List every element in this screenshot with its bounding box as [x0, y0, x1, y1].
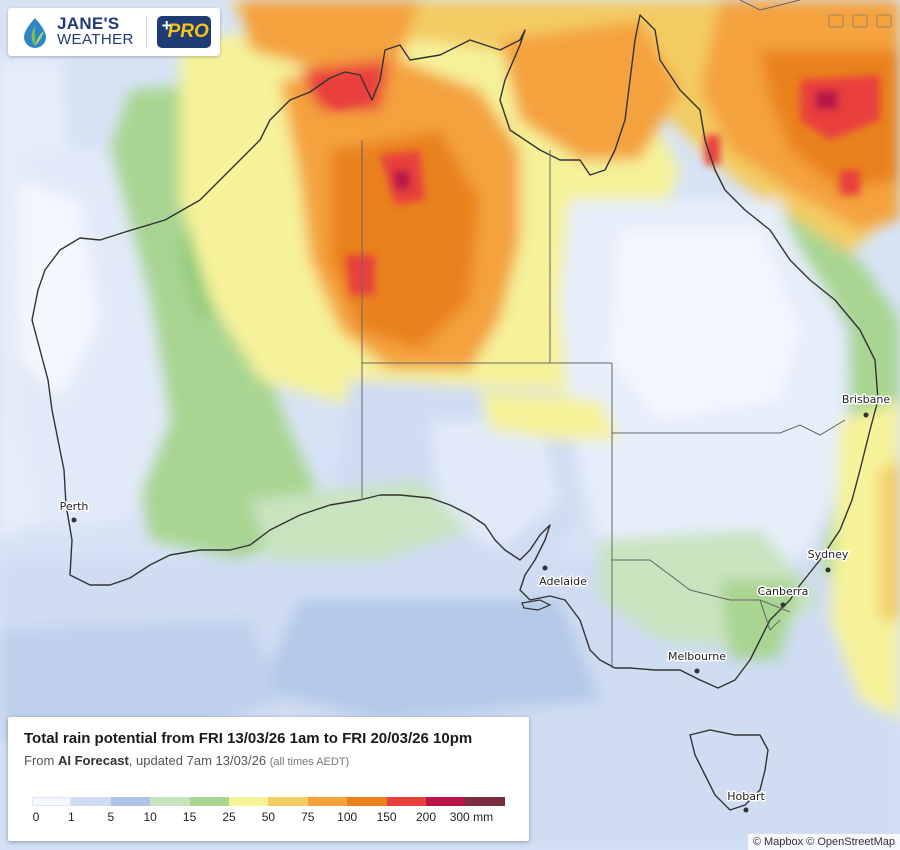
legend-title: Total rain potential from FRI 13/03/26 1…	[24, 730, 473, 747]
rainfall-hotspots	[315, 75, 880, 295]
map-controls	[828, 14, 892, 28]
city-hobart[interactable]: Hobart	[726, 789, 767, 813]
leaf-drop-icon	[24, 18, 46, 48]
city-brisbane[interactable]: Brisbane	[840, 392, 892, 418]
city-label: Brisbane	[842, 393, 891, 406]
coastline	[31, 14, 879, 689]
scale-swatch	[425, 797, 466, 806]
scale-label: 0	[32, 810, 40, 824]
city-label: Melbourne	[668, 650, 726, 663]
logo-line-2: WEATHER	[57, 31, 134, 48]
scale-swatch	[150, 797, 190, 806]
scale-label: 5	[107, 810, 115, 824]
plus-icon: +	[161, 16, 172, 35]
city-canberra[interactable]: Canberra	[756, 584, 810, 608]
janes-weather-logo[interactable]: JANE'S WEATHER + PRO	[8, 8, 220, 56]
share-icon[interactable]	[876, 14, 892, 28]
scale-swatch	[386, 797, 426, 806]
scale-label: 200	[415, 810, 437, 824]
scale-swatch	[32, 797, 72, 806]
scale-label: 25	[222, 810, 236, 824]
scale-label: 15	[182, 810, 197, 824]
scale-swatch	[307, 797, 348, 806]
city-melbourne[interactable]: Melbourne	[666, 649, 728, 674]
scale-swatch	[347, 797, 387, 806]
legend-panel: Total rain potential from FRI 13/03/26 1…	[8, 717, 529, 841]
city-label: Canberra	[758, 585, 809, 598]
city-adelaide[interactable]: Adelaide	[538, 565, 589, 590]
scale-label: 150	[376, 810, 397, 824]
subtitle-source: AI Forecast	[57, 753, 129, 768]
logo-line-1: JANE'S	[57, 14, 120, 33]
scale-label: 1	[68, 810, 75, 824]
layers-icon[interactable]	[828, 14, 844, 28]
subtitle-note: (all times AEDT)	[269, 756, 350, 768]
scale-swatch	[110, 797, 151, 806]
scale-swatch	[71, 797, 111, 806]
map-attribution[interactable]: © Mapbox © OpenStreetMap	[747, 834, 900, 850]
state-borders	[361, 140, 846, 668]
city-label: Hobart	[727, 790, 765, 803]
city-sydney[interactable]: Sydney	[806, 547, 850, 573]
legend-subtitle: From AI Forecast, updated 7am 13/03/26 (…	[24, 753, 349, 768]
pro-label: PRO	[167, 21, 209, 42]
scale-label: 300 mm	[449, 810, 494, 824]
scale-label: 10	[143, 810, 157, 824]
subtitle-updated: , updated 7am 13/03/26	[128, 753, 267, 768]
scale-swatch	[228, 797, 269, 806]
pro-badge[interactable]: + PRO	[156, 16, 211, 48]
color-scale	[32, 797, 505, 806]
camera-icon[interactable]	[852, 14, 868, 28]
tasmania-coastline	[689, 729, 769, 811]
subtitle-prefix: From	[24, 753, 55, 768]
city-label: Perth	[60, 500, 89, 513]
scale-swatch	[465, 797, 505, 806]
logo-divider	[145, 16, 147, 48]
city-label: Sydney	[808, 548, 849, 561]
scale-swatch	[189, 797, 229, 806]
city-label: Adelaide	[539, 575, 587, 588]
city-perth[interactable]: Perth	[58, 499, 90, 523]
scale-label: 100	[337, 810, 358, 824]
scale-label: 75	[301, 810, 315, 824]
scale-swatch	[268, 797, 308, 806]
scale-label: 50	[261, 810, 276, 824]
